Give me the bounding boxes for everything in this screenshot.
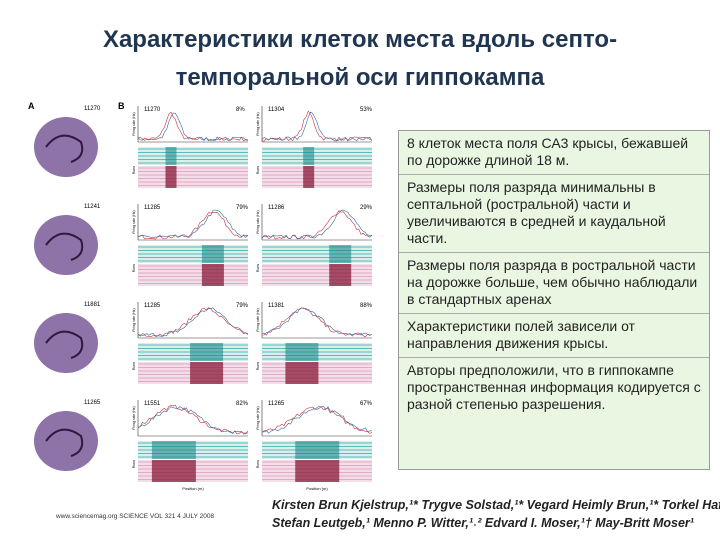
paragraph: Размеры поля разряда в ростральной части… xyxy=(399,253,709,314)
cell-pct: 8% xyxy=(236,107,245,113)
cell-id: 11304 xyxy=(268,107,285,113)
section-id: 11270 xyxy=(84,106,101,112)
y-label: Firing rate (Hz) xyxy=(256,406,260,429)
paragraph: 8 клеток места поля СА3 крысы, бежавшей … xyxy=(399,131,709,175)
cell-pct: 53% xyxy=(360,107,373,113)
raster-bg xyxy=(138,264,248,286)
brain-section xyxy=(34,117,98,177)
y-label: Firing rate (Hz) xyxy=(256,210,260,233)
rate-curve xyxy=(261,405,373,434)
raster-bg xyxy=(262,264,372,286)
paragraph: Характеристики полей зависели от направл… xyxy=(399,314,709,358)
spike-cluster xyxy=(295,441,340,459)
y-label: Runs xyxy=(132,264,136,272)
cell-pct: 79% xyxy=(236,303,249,309)
rate-curve xyxy=(137,112,249,142)
cell-id: 11285 xyxy=(144,303,161,309)
cell-pct: 67% xyxy=(360,401,373,407)
rate-curve xyxy=(261,210,373,240)
y-label: Runs xyxy=(132,460,136,468)
cell-pct: 82% xyxy=(236,401,249,407)
rate-curve xyxy=(137,211,249,240)
spike-cluster xyxy=(329,264,352,286)
panel-label: B xyxy=(118,101,125,111)
spike-cluster xyxy=(285,343,319,361)
spike-cluster xyxy=(190,362,224,384)
cell-pct: 79% xyxy=(236,205,249,211)
y-label: Runs xyxy=(256,166,260,174)
spike-cluster xyxy=(151,460,196,482)
paragraph: Авторы предположили, что в гиппокампе пр… xyxy=(407,362,701,412)
rate-curve xyxy=(261,209,373,240)
rate-curve xyxy=(137,404,249,435)
brain-section xyxy=(34,411,98,471)
authors: Kirsten Brun Kjelstrup,¹* Trygve Solstad… xyxy=(272,498,720,512)
spike-cluster xyxy=(151,441,196,459)
y-label: Firing rate (Hz) xyxy=(132,308,136,331)
cell-id: 11286 xyxy=(268,205,285,211)
figure: A B 11270 11270 8% Firing rate (Hz) Runs 11304 5… xyxy=(28,101,373,520)
title-line: Характеристики клеток места вдоль септо- xyxy=(102,26,618,53)
y-label: Runs xyxy=(256,264,260,272)
spike-cluster xyxy=(303,147,315,165)
cell-pct: 88% xyxy=(360,303,373,309)
rate-curve xyxy=(137,209,249,238)
y-label: Runs xyxy=(132,166,136,174)
section-id: 11265 xyxy=(84,400,101,406)
raster-bg xyxy=(138,166,248,188)
rate-curve xyxy=(261,307,373,338)
rate-curve xyxy=(261,307,373,336)
authors: Stefan Leutgeb,¹ Menno P. Witter,¹˒² Edv… xyxy=(272,516,694,530)
spike-cluster xyxy=(295,460,340,482)
spike-cluster xyxy=(303,166,315,188)
brain-section xyxy=(34,313,98,373)
y-label: Firing rate (Hz) xyxy=(132,406,136,429)
x-label: Position (m) xyxy=(182,486,204,491)
cell-id: 11285 xyxy=(144,205,161,211)
rate-curve xyxy=(261,110,373,142)
rate-curve xyxy=(261,406,372,434)
spike-cluster xyxy=(201,245,224,263)
cell-id: 11381 xyxy=(268,303,285,309)
y-label: Firing rate (Hz) xyxy=(256,308,260,331)
section-id: 11881 xyxy=(84,302,101,308)
hippocampus xyxy=(45,330,84,359)
rate-curve xyxy=(261,111,373,142)
spike-cluster xyxy=(285,362,319,384)
y-label: Firing rate (Hz) xyxy=(256,112,260,135)
cell-id: 11270 xyxy=(144,107,161,113)
text-box: 8 клеток места поля СА3 крысы, бежавшей … xyxy=(398,130,710,470)
footer: www.sciencemag.org SCIENCE VOL 321 4 JUL… xyxy=(55,513,215,520)
cell-id: 11265 xyxy=(268,401,285,407)
y-label: Runs xyxy=(256,362,260,370)
rate-curve xyxy=(137,307,249,338)
x-label: Position (m) xyxy=(306,486,328,491)
raster-bg xyxy=(262,166,372,188)
spike-cluster xyxy=(165,147,177,165)
spike-cluster xyxy=(201,264,224,286)
y-label: Firing rate (Hz) xyxy=(132,112,136,135)
rate-curve xyxy=(137,111,249,142)
panel-label: A xyxy=(28,101,35,111)
paragraph: Размеры поля разряда минимальны в септал… xyxy=(399,175,709,253)
hippocampus xyxy=(45,232,84,261)
hippocampus xyxy=(45,428,84,457)
hippocampus xyxy=(45,134,84,163)
cell-pct: 29% xyxy=(360,205,373,211)
y-label: Runs xyxy=(256,460,260,468)
y-label: Runs xyxy=(132,362,136,370)
y-label: Firing rate (Hz) xyxy=(132,210,136,233)
spike-cluster xyxy=(190,343,224,361)
rate-curve xyxy=(137,307,249,338)
spike-cluster xyxy=(165,166,177,188)
section-id: 11241 xyxy=(84,204,101,210)
cell-id: 11551 xyxy=(144,401,161,407)
rate-curve xyxy=(137,406,249,435)
title-line: темпоральной оси гиппокампа xyxy=(175,64,545,91)
brain-section xyxy=(34,215,98,275)
spike-cluster xyxy=(329,245,352,263)
